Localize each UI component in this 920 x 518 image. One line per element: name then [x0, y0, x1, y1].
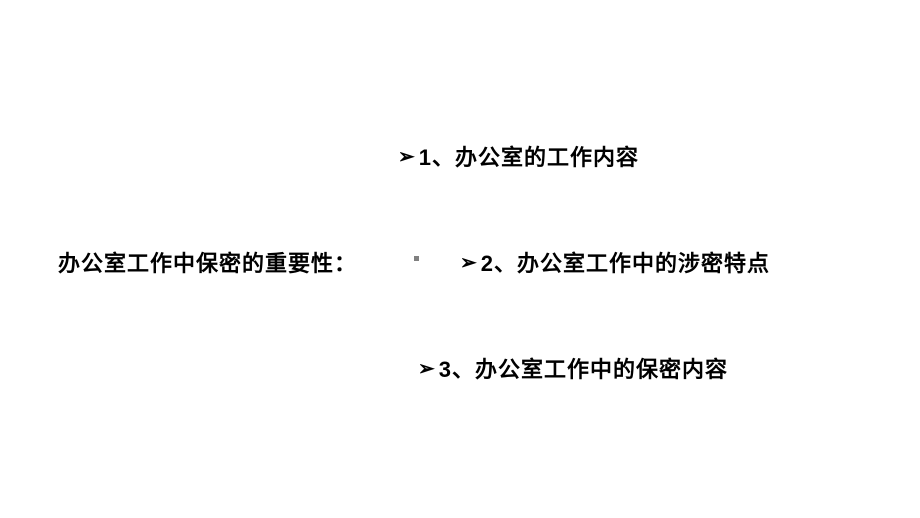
list-item-text: 1、办公室的工作内容 — [419, 140, 639, 172]
list-item-text: 3、办公室工作中的保密内容 — [439, 352, 728, 384]
arrow-icon: ➢ — [418, 356, 435, 381]
list-item: ➢ 2、办公室工作中的涉密特点 — [460, 246, 770, 278]
list-item: ➢ 1、办公室的工作内容 — [398, 140, 639, 172]
list-item-text: 2、办公室工作中的涉密特点 — [481, 246, 770, 278]
section-title: 办公室工作中保密的重要性： — [58, 246, 357, 278]
arrow-icon: ➢ — [460, 250, 477, 275]
arrow-icon: ➢ — [398, 144, 415, 169]
decorative-dot — [414, 256, 419, 261]
list-item: ➢ 3、办公室工作中的保密内容 — [418, 352, 728, 384]
